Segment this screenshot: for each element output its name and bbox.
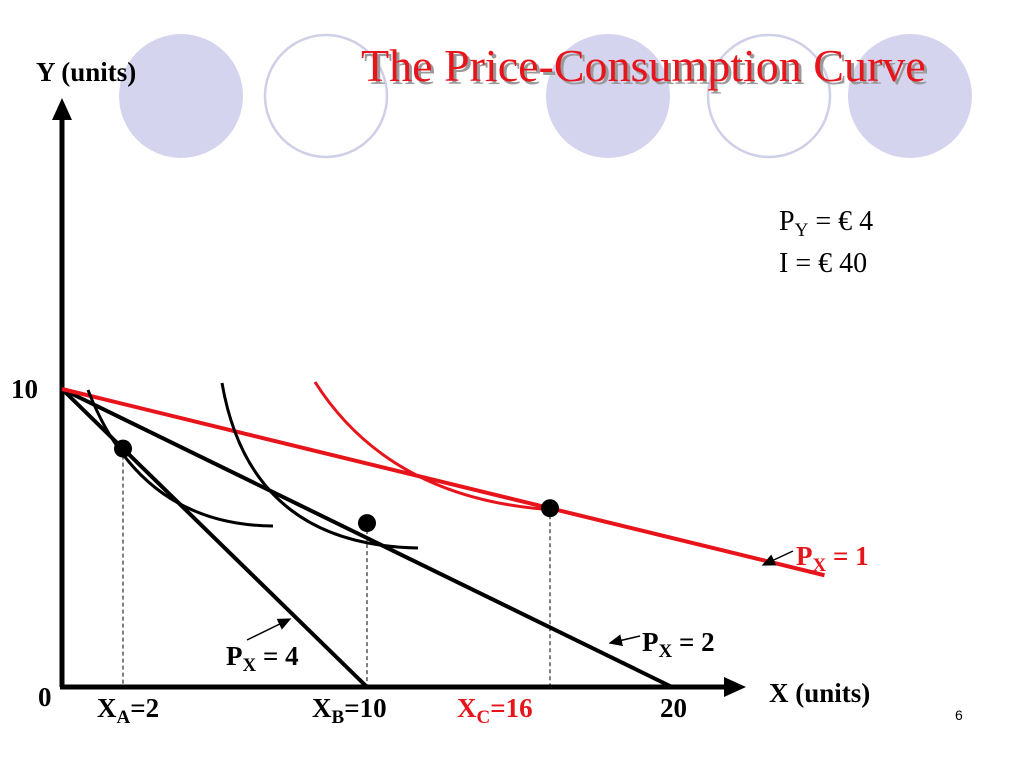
equilibrium-point-1: [114, 439, 132, 458]
decor-circle-filled: [848, 34, 972, 158]
slide-page-number: 6: [955, 707, 963, 723]
budget-line-3: [61, 387, 825, 578]
slide-title-shadow: The Price-Consumption Curve: [364, 43, 929, 94]
budget-label-px1: PX = 1: [796, 541, 869, 576]
label-pointer-px4: [246, 618, 292, 641]
decorative-circles: [119, 33, 972, 159]
equilibrium-points: [114, 439, 559, 687]
decor-circle-outline: [263, 33, 389, 159]
axes: [52, 98, 746, 697]
price-y-info: PY = € 4: [779, 206, 873, 241]
y-axis-arrow: [52, 98, 72, 120]
budget-label-px2: PX = 2: [642, 627, 715, 662]
y-axis-label: Y (units): [36, 57, 136, 87]
equilibrium-label-xc: XC=16: [457, 693, 533, 728]
income-info: I = € 40: [779, 248, 867, 279]
equilibrium-label-xb: XB=10: [312, 693, 387, 728]
indifference-curve-c: [313, 381, 556, 512]
equilibrium-point-3: [541, 499, 559, 518]
indifference-curves: [86, 381, 556, 550]
equilibrium-label-xa: XA=2: [97, 693, 159, 728]
x-tick-label: 20: [660, 693, 687, 723]
decor-circle-filled: [546, 34, 670, 158]
budget-label-px4: PX = 4: [226, 641, 299, 676]
indifference-curve-b: [220, 382, 419, 550]
y-tick-label: 10: [11, 374, 38, 404]
decor-circle-outline: [706, 33, 832, 159]
indifference-curve-a: [86, 389, 274, 528]
x-axis-arrow: [724, 677, 746, 697]
decor-circle-filled: [119, 34, 243, 158]
slide-title: The Price-Consumption Curve: [361, 40, 926, 91]
equilibrium-point-2: [358, 514, 376, 533]
origin-label: 0: [38, 682, 52, 712]
x-axis-label: X (units): [769, 678, 870, 708]
label-pointer-px1: [761, 550, 794, 566]
label-pointer-px2: [608, 634, 641, 647]
